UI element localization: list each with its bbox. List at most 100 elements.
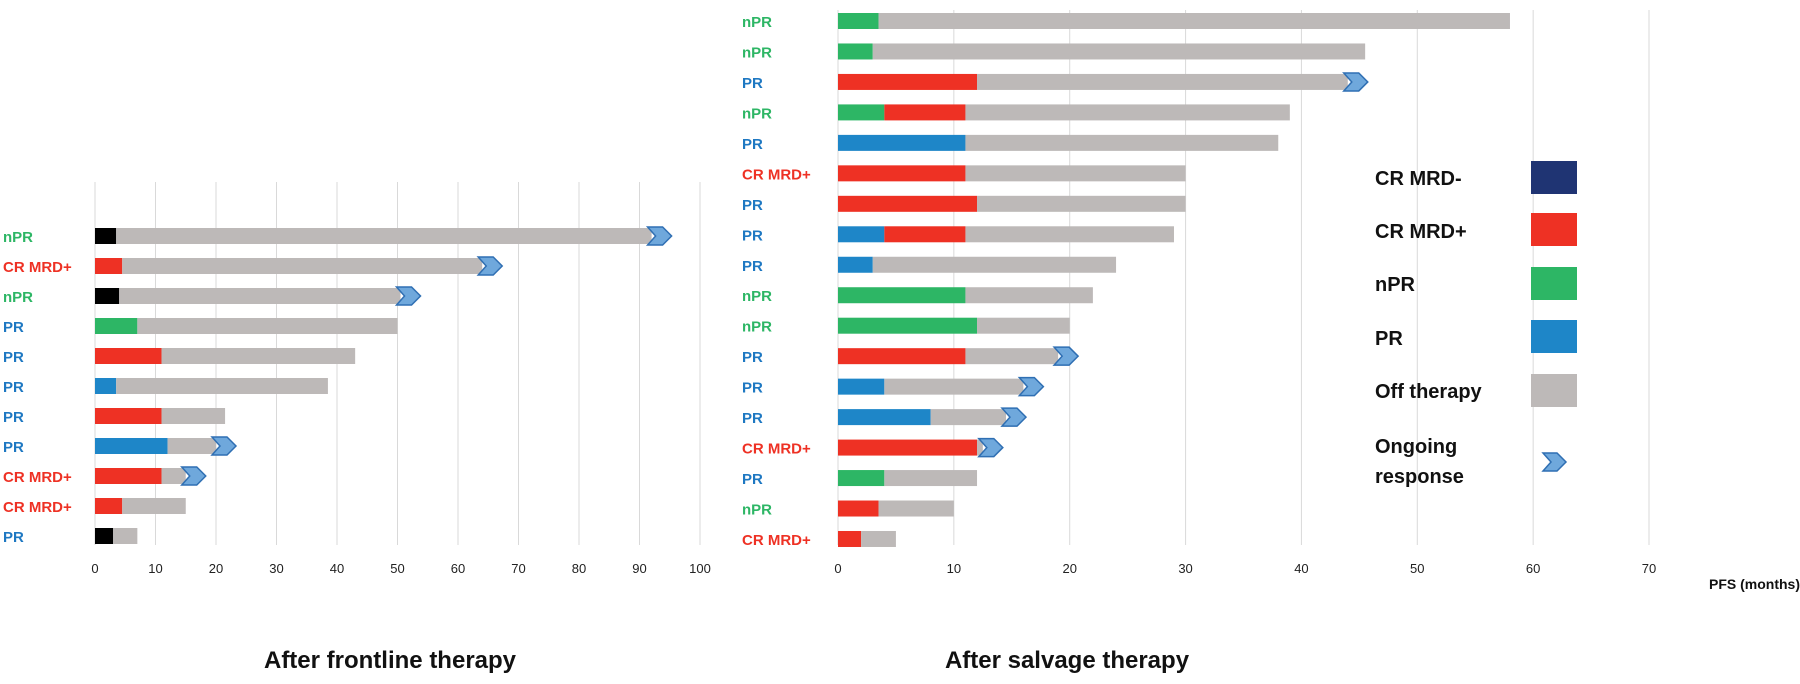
frontline-bar-segment-cr-mrd-pos bbox=[95, 408, 162, 424]
salvage-bar-segment-cr-mrd-pos bbox=[838, 500, 879, 517]
salvage-bar-segment-pr bbox=[838, 256, 873, 273]
salvage-row: PR bbox=[742, 376, 1045, 397]
salvage-bar-segment-off-therapy bbox=[930, 409, 1006, 426]
salvage-bar-segment-pr bbox=[838, 378, 885, 395]
salvage-row-label: CR MRD+ bbox=[742, 441, 811, 458]
salvage-row: PR bbox=[742, 256, 1117, 275]
salvage-row-label: PR bbox=[742, 197, 763, 214]
frontline-row: PR bbox=[3, 528, 138, 546]
salvage-row: CR MRD+ bbox=[742, 530, 896, 549]
frontline-row: CR MRD+ bbox=[3, 498, 186, 516]
salvage-row-label: PR bbox=[742, 410, 763, 427]
legend-swatch-npr bbox=[1531, 267, 1577, 300]
frontline-row-label: PR bbox=[3, 349, 24, 366]
salvage-bar-segment-pr bbox=[838, 226, 885, 243]
frontline-bar-segment-other bbox=[95, 228, 117, 244]
frontline-row-label: CR MRD+ bbox=[3, 259, 72, 276]
frontline-row-label: PR bbox=[3, 529, 24, 546]
salvage-bar-segment-cr-mrd-pos bbox=[884, 104, 966, 121]
frontline-row: PR bbox=[3, 436, 238, 456]
salvage-row-label: PR bbox=[742, 258, 763, 275]
frontline-row: PR bbox=[3, 348, 356, 366]
salvage-row: PR bbox=[742, 407, 1028, 427]
frontline-x-tick-label: 50 bbox=[390, 561, 404, 576]
salvage-bar-segment-npr bbox=[838, 104, 885, 121]
legend-label-off-therapy: Off therapy bbox=[1375, 381, 1483, 403]
frontline-bar-segment-pr bbox=[95, 438, 168, 454]
salvage-row-label: PR bbox=[742, 136, 763, 153]
salvage-bar-segment-off-therapy bbox=[861, 530, 896, 547]
frontline-row-label: CR MRD+ bbox=[3, 499, 72, 516]
salvage-row-label: nPR bbox=[742, 44, 772, 61]
frontline-row-label: nPR bbox=[3, 229, 33, 246]
frontline-row-label: PR bbox=[3, 319, 24, 336]
frontline-bar-segment-npr bbox=[95, 318, 138, 334]
frontline-x-tick-label: 0 bbox=[91, 561, 98, 576]
salvage-bar-segment-cr-mrd-pos bbox=[838, 165, 966, 182]
salvage-x-tick-label: 10 bbox=[947, 561, 961, 576]
frontline-bar-segment-off-therapy bbox=[116, 378, 328, 394]
frontline-ongoing-arrow-icon bbox=[476, 256, 504, 276]
salvage-bar-segment-cr-mrd-pos bbox=[884, 226, 966, 243]
salvage-panel: 0 10 20 30 40 50 60 70 nPR nPR PR nPR PR CR MRD+ PR PR P… bbox=[742, 10, 1656, 576]
legend-label-npr: nPR bbox=[1375, 274, 1416, 296]
frontline-bar-segment-other bbox=[95, 288, 120, 304]
frontline-row-label: CR MRD+ bbox=[3, 469, 72, 486]
salvage-row-label: CR MRD+ bbox=[742, 166, 811, 183]
salvage-row-label: nPR bbox=[742, 14, 772, 31]
salvage-row: PR bbox=[742, 72, 1369, 92]
salvage-bar-segment-off-therapy bbox=[884, 470, 978, 487]
salvage-row: nPR bbox=[742, 43, 1366, 61]
salvage-row-label: nPR bbox=[742, 105, 772, 122]
frontline-bar-segment-cr-mrd-pos bbox=[95, 468, 162, 484]
legend-label-pr: PR bbox=[1375, 328, 1403, 350]
frontline-title: After frontline therapy bbox=[264, 647, 517, 674]
salvage-bar-segment-off-therapy bbox=[977, 317, 1070, 334]
salvage-ongoing-arrow-icon bbox=[1000, 407, 1028, 427]
frontline-panel: 0 10 20 30 40 50 60 70 80 90 100 nPR CR MRD+ nPR PR PR P… bbox=[3, 182, 711, 576]
frontline-row: CR MRD+ bbox=[3, 466, 207, 486]
salvage-row: PR bbox=[742, 195, 1186, 214]
salvage-x-tick-label: 0 bbox=[834, 561, 841, 576]
frontline-x-tick-label: 40 bbox=[330, 561, 344, 576]
legend: CR MRD- CR MRD+ nPR PR Off therapy Ongoi… bbox=[1375, 161, 1577, 488]
salvage-bar-segment-npr bbox=[838, 317, 978, 334]
salvage-row-label: PR bbox=[742, 75, 763, 92]
salvage-bar-segment-cr-mrd-pos bbox=[838, 530, 862, 547]
frontline-bar-segment-off-therapy bbox=[116, 228, 652, 244]
legend-ongoing-arrow-icon bbox=[1541, 452, 1568, 472]
salvage-x-tick-label: 50 bbox=[1410, 561, 1424, 576]
salvage-row: nPR bbox=[742, 500, 954, 519]
salvage-row: nPR bbox=[742, 104, 1290, 122]
salvage-row-label: PR bbox=[742, 380, 763, 397]
frontline-bar-segment-cr-mrd-pos bbox=[95, 258, 123, 274]
salvage-bar-segment-cr-mrd-pos bbox=[838, 73, 978, 90]
frontline-bar-segment-off-therapy bbox=[137, 318, 398, 334]
x-axis-unit-label: PFS (months) bbox=[1709, 576, 1800, 592]
salvage-ongoing-arrow-icon bbox=[977, 437, 1004, 458]
salvage-ongoing-arrow-icon bbox=[1342, 72, 1369, 92]
frontline-bar-segment-off-therapy bbox=[161, 348, 356, 364]
salvage-x-tick-label: 70 bbox=[1642, 561, 1656, 576]
salvage-x-tick-label: 40 bbox=[1294, 561, 1308, 576]
salvage-row: PR bbox=[742, 470, 978, 488]
salvage-row: CR MRD+ bbox=[742, 437, 1004, 458]
legend-swatch-cr-mrd-pos bbox=[1531, 213, 1577, 246]
salvage-row-label: PR bbox=[742, 227, 763, 244]
salvage-bar-segment-off-therapy bbox=[965, 287, 1093, 304]
salvage-row-label: nPR bbox=[742, 288, 772, 305]
frontline-bar-segment-off-therapy bbox=[167, 438, 216, 454]
frontline-row: CR MRD+ bbox=[3, 256, 504, 276]
salvage-row-label: nPR bbox=[742, 319, 772, 336]
frontline-ongoing-arrow-icon bbox=[210, 436, 238, 456]
salvage-bar-segment-pr bbox=[838, 134, 966, 151]
salvage-bar-segment-cr-mrd-pos bbox=[838, 195, 978, 212]
frontline-ongoing-arrow-icon bbox=[180, 466, 207, 486]
frontline-bar-segment-off-therapy bbox=[122, 258, 483, 274]
salvage-bar-segment-off-therapy bbox=[878, 13, 1510, 29]
frontline-x-tick-label: 20 bbox=[209, 561, 223, 576]
frontline-row-label: PR bbox=[3, 379, 24, 396]
frontline-row: PR bbox=[3, 378, 328, 396]
frontline-row-label: PR bbox=[3, 439, 24, 456]
